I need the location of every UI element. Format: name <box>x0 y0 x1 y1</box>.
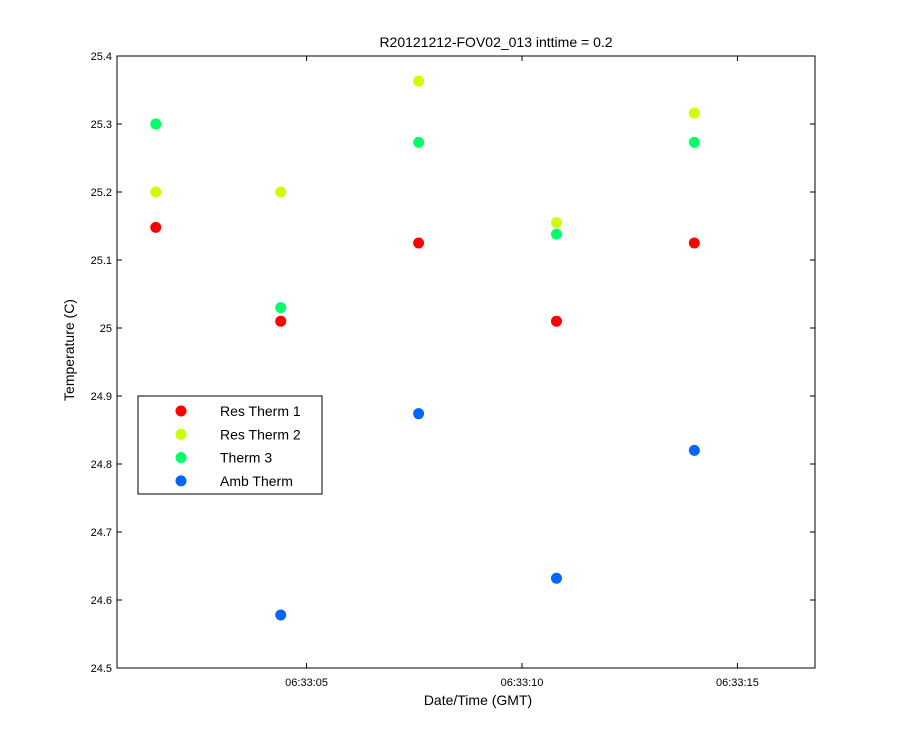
legend-marker <box>175 475 187 487</box>
point-therm-3 <box>275 302 287 314</box>
y-tick-label: 24.7 <box>91 527 112 539</box>
y-tick-label: 25.4 <box>91 51 112 63</box>
y-tick-label: 25.2 <box>91 187 112 199</box>
legend-marker <box>175 428 187 440</box>
legend: Res Therm 1 Res Therm 2 Therm 3 Amb Therm <box>137 395 323 495</box>
legend-label: Therm 3 <box>220 450 272 466</box>
point-amb-therm <box>275 609 287 621</box>
x-tick-label: 06:33:10 <box>501 677 544 689</box>
point-res-therm-2 <box>275 186 287 198</box>
legend-label: Res Therm 1 <box>220 403 301 419</box>
legend-label: Amb Therm <box>220 473 293 489</box>
point-therm-3 <box>688 136 700 148</box>
point-amb-therm <box>688 444 700 456</box>
y-axis-title: Temperature (C) <box>61 299 77 401</box>
point-amb-therm <box>550 572 562 584</box>
legend-box <box>137 395 323 495</box>
point-res-therm-2 <box>688 107 700 119</box>
point-res-therm-1 <box>688 237 700 249</box>
y-tick-label: 25 <box>100 323 112 335</box>
x-tick-label: 06:33:05 <box>285 677 328 689</box>
y-tick-label: 24.5 <box>91 663 112 675</box>
y-axis-ticks: 24.5 24.6 24.7 24.8 24.9 25 25.1 25.2 25.3 25.4 <box>91 51 815 675</box>
plot-area <box>116 55 816 669</box>
point-amb-therm <box>413 408 425 420</box>
point-res-therm-1 <box>550 315 562 327</box>
point-therm-3 <box>550 228 562 240</box>
legend-marker <box>175 452 187 464</box>
point-res-therm-2 <box>413 75 425 87</box>
point-res-therm-1 <box>413 237 425 249</box>
legend-items: Res Therm 1 Res Therm 2 Therm 3 Amb Therm <box>175 403 301 489</box>
point-res-therm-2 <box>550 217 562 229</box>
point-therm-3 <box>150 118 162 130</box>
y-tick-label: 25.1 <box>91 255 112 267</box>
point-therm-3 <box>413 136 425 148</box>
y-tick-label: 24.9 <box>91 391 112 403</box>
x-axis-title: Date/Time (GMT) <box>424 692 532 708</box>
legend-marker <box>175 405 187 417</box>
chart-title: R20121212-FOV02_013 inttime = 0.2 <box>379 34 612 50</box>
y-tick-label: 24.6 <box>91 595 112 607</box>
x-axis-ticks: 06:33:05 06:33:10 06:33:15 <box>285 56 759 689</box>
x-tick-label: 06:33:15 <box>716 677 759 689</box>
data-points <box>150 75 700 621</box>
point-res-therm-1 <box>275 315 287 327</box>
y-tick-label: 24.8 <box>91 459 112 471</box>
y-tick-label: 25.3 <box>91 119 112 131</box>
legend-label: Res Therm 2 <box>220 426 301 442</box>
point-res-therm-1 <box>150 221 162 233</box>
point-res-therm-2 <box>150 186 162 198</box>
